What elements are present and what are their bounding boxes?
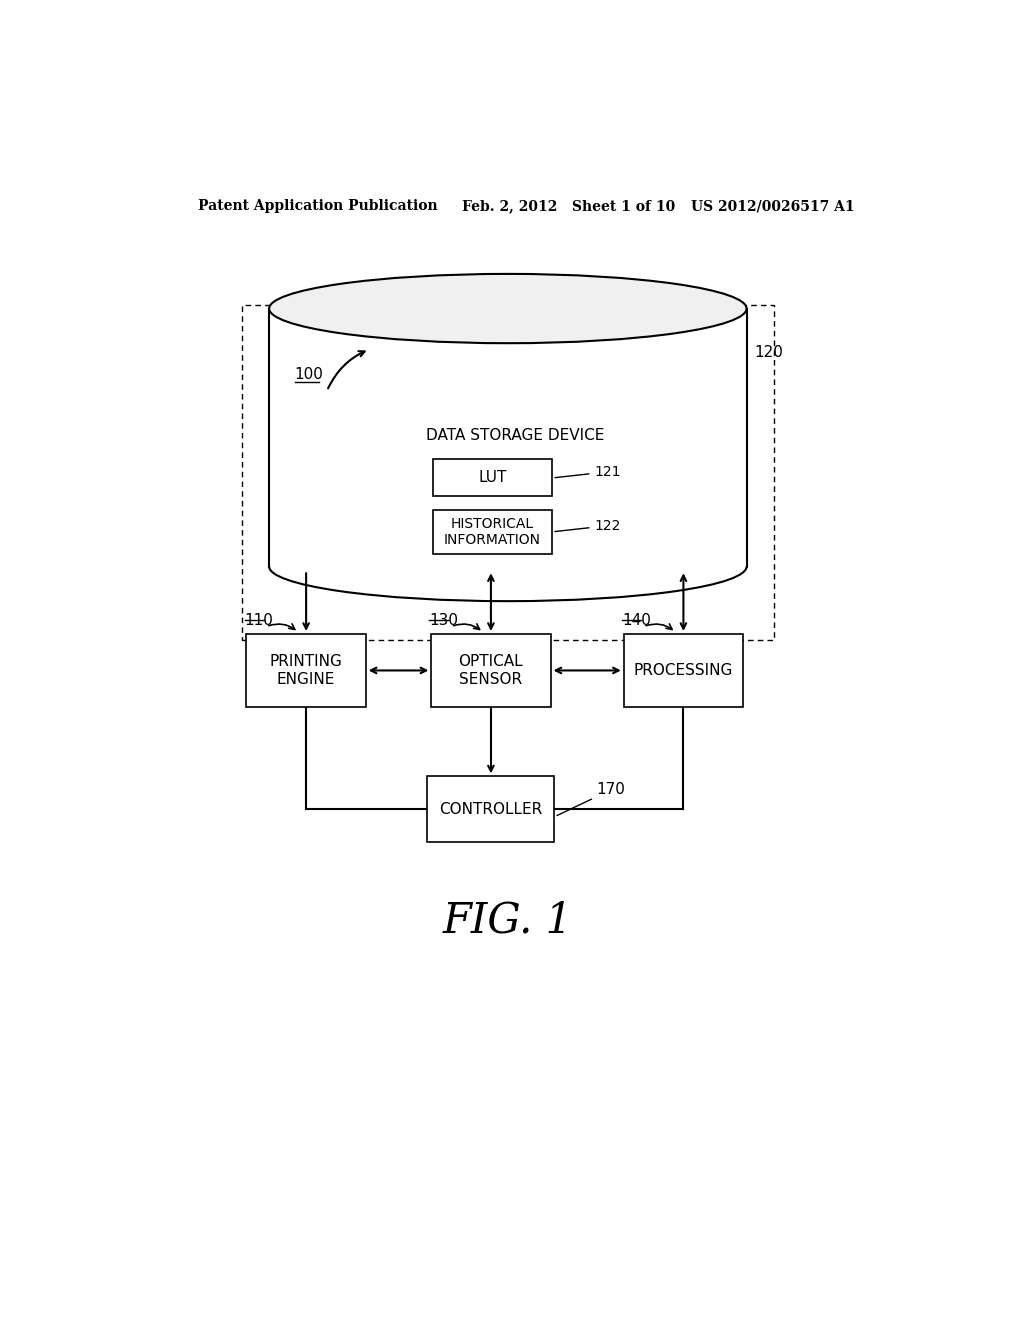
Bar <box>427 776 554 842</box>
Bar <box>624 634 743 708</box>
Text: Patent Application Publication: Patent Application Publication <box>199 199 438 213</box>
Text: DATA STORAGE DEVICE: DATA STORAGE DEVICE <box>426 428 605 444</box>
Text: OPTICAL
SENSOR: OPTICAL SENSOR <box>459 655 523 686</box>
Text: 140: 140 <box>622 612 650 628</box>
Text: PROCESSING: PROCESSING <box>634 663 733 678</box>
Text: 120: 120 <box>755 345 783 360</box>
Text: PRINTING
ENGINE: PRINTING ENGINE <box>269 655 343 686</box>
Bar <box>431 634 551 708</box>
Bar <box>433 510 552 554</box>
Bar <box>269 309 746 566</box>
Bar <box>243 305 773 640</box>
Bar <box>433 459 552 496</box>
Bar <box>247 634 366 708</box>
Text: CONTROLLER: CONTROLLER <box>439 801 543 817</box>
Text: Feb. 2, 2012   Sheet 1 of 10: Feb. 2, 2012 Sheet 1 of 10 <box>462 199 675 213</box>
Text: US 2012/0026517 A1: US 2012/0026517 A1 <box>691 199 854 213</box>
Text: HISTORICAL
INFORMATION: HISTORICAL INFORMATION <box>444 516 541 546</box>
Text: 110: 110 <box>245 612 273 628</box>
Text: 130: 130 <box>429 612 459 628</box>
Ellipse shape <box>269 275 746 343</box>
Text: FIG. 1: FIG. 1 <box>442 900 572 941</box>
Text: 170: 170 <box>557 783 626 816</box>
Text: 122: 122 <box>555 519 621 533</box>
Text: 100: 100 <box>295 367 324 381</box>
Text: 121: 121 <box>555 465 621 479</box>
Text: LUT: LUT <box>478 470 507 486</box>
